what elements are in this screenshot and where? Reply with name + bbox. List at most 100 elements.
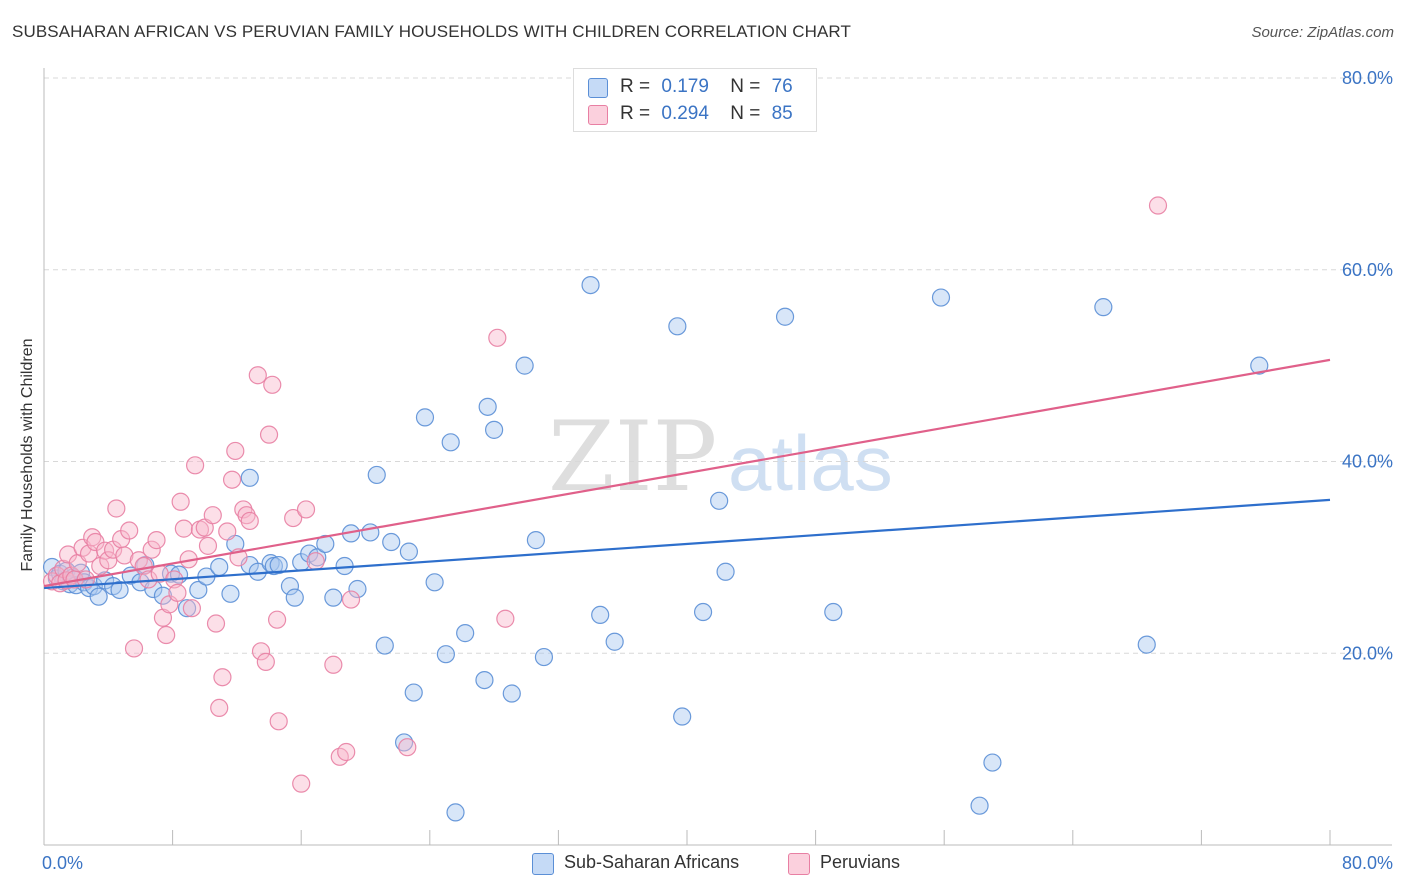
n-value: 76 <box>771 76 793 97</box>
data-point <box>142 540 161 559</box>
x-tick-label: 80.0% <box>1342 853 1393 873</box>
data-point <box>157 625 176 645</box>
data-point <box>931 288 951 307</box>
data-point <box>107 499 126 518</box>
data-point <box>526 531 545 550</box>
data-point <box>710 491 729 510</box>
r-value: 0.179 <box>661 76 709 97</box>
data-point <box>399 542 419 561</box>
data-point <box>581 275 600 295</box>
data-point <box>425 573 444 592</box>
data-point <box>269 555 288 575</box>
series-peruvian-points <box>42 196 1168 793</box>
tick-labels: 20.0% 40.0% 60.0% 80.0% 0.0% 80.0% <box>42 68 1393 873</box>
data-point <box>168 583 187 602</box>
data-point <box>221 584 240 603</box>
data-point <box>263 375 282 394</box>
data-point <box>534 647 554 667</box>
data-point <box>1250 356 1269 375</box>
data-point <box>171 492 190 511</box>
r-label: R = <box>620 76 651 97</box>
data-point <box>248 366 267 385</box>
trend-line-peruvian <box>43 358 1331 588</box>
data-point <box>1094 298 1113 317</box>
y-tick-label: 40.0% <box>1342 452 1393 472</box>
stats-legend: R = 0.179 N = 76 R = 0.294 N = 85 <box>573 68 817 132</box>
data-point <box>824 602 843 622</box>
y-tick-label: 60.0% <box>1342 260 1393 280</box>
data-point <box>147 531 166 550</box>
data-point <box>240 511 259 531</box>
n-value: 85 <box>771 103 793 124</box>
data-point <box>341 590 361 609</box>
data-point <box>237 506 256 525</box>
data-point <box>240 468 259 487</box>
data-point <box>348 579 367 599</box>
data-point <box>89 587 108 606</box>
legend-label-peruvian: Peruvians <box>820 852 901 872</box>
data-point <box>775 307 795 326</box>
y-tick-label: 80.0% <box>1342 68 1393 88</box>
data-point <box>306 552 325 571</box>
data-point <box>361 523 380 542</box>
data-point <box>213 668 232 687</box>
data-point <box>337 742 356 762</box>
data-point <box>436 645 455 664</box>
data-point <box>693 602 713 622</box>
data-point <box>673 707 692 726</box>
data-point <box>182 599 201 618</box>
legend-swatch-peruvian <box>588 105 608 125</box>
watermark: ZIP atlas <box>548 401 893 513</box>
data-point <box>110 580 129 600</box>
data-point <box>198 536 218 555</box>
data-point <box>716 562 735 581</box>
n-label: N = <box>730 76 761 97</box>
data-point <box>259 425 279 444</box>
data-point <box>398 738 417 757</box>
series-subsaharan-points <box>42 275 1269 822</box>
data-point <box>367 465 386 485</box>
data-point <box>83 528 102 547</box>
data-point <box>324 655 343 674</box>
r-value: 0.294 <box>661 103 709 124</box>
legend-swatch-subsaharan <box>532 853 554 875</box>
data-point <box>324 588 343 607</box>
data-point <box>234 500 253 519</box>
data-point <box>280 577 300 596</box>
data-point <box>285 588 304 607</box>
data-point <box>446 803 465 822</box>
data-point <box>218 522 237 541</box>
data-point <box>591 605 610 625</box>
trend-line-subsaharan <box>43 498 1331 590</box>
data-point <box>115 546 134 565</box>
chart-title: SUBSAHARAN AFRICAN VS PERUVIAN FAMILY HO… <box>12 22 851 41</box>
data-point <box>120 521 139 540</box>
data-point <box>174 519 193 538</box>
legend-label-subsaharan: Sub-Saharan Africans <box>564 852 740 872</box>
trend-lines <box>43 358 1331 590</box>
watermark-atlas: atlas <box>728 419 893 507</box>
r-label: R = <box>620 103 651 124</box>
legend-swatch-peruvian <box>788 853 810 875</box>
data-point <box>456 624 475 643</box>
data-point <box>296 500 316 519</box>
y-tick-label: 20.0% <box>1342 643 1393 663</box>
data-point <box>210 698 229 717</box>
data-point <box>475 670 494 690</box>
data-point <box>177 599 197 618</box>
data-point <box>983 753 1002 772</box>
data-point <box>496 609 515 628</box>
legend-swatch-subsaharan <box>588 78 608 98</box>
data-point <box>1148 196 1168 215</box>
watermark-zip: ZIP <box>548 401 717 513</box>
data-point <box>441 433 460 452</box>
n-label: N = <box>730 103 761 124</box>
data-point <box>189 580 208 600</box>
data-point <box>292 774 311 793</box>
data-point <box>970 796 989 815</box>
data-point <box>415 408 435 427</box>
data-point <box>1137 635 1156 654</box>
data-point <box>478 397 497 416</box>
data-point <box>251 642 271 661</box>
